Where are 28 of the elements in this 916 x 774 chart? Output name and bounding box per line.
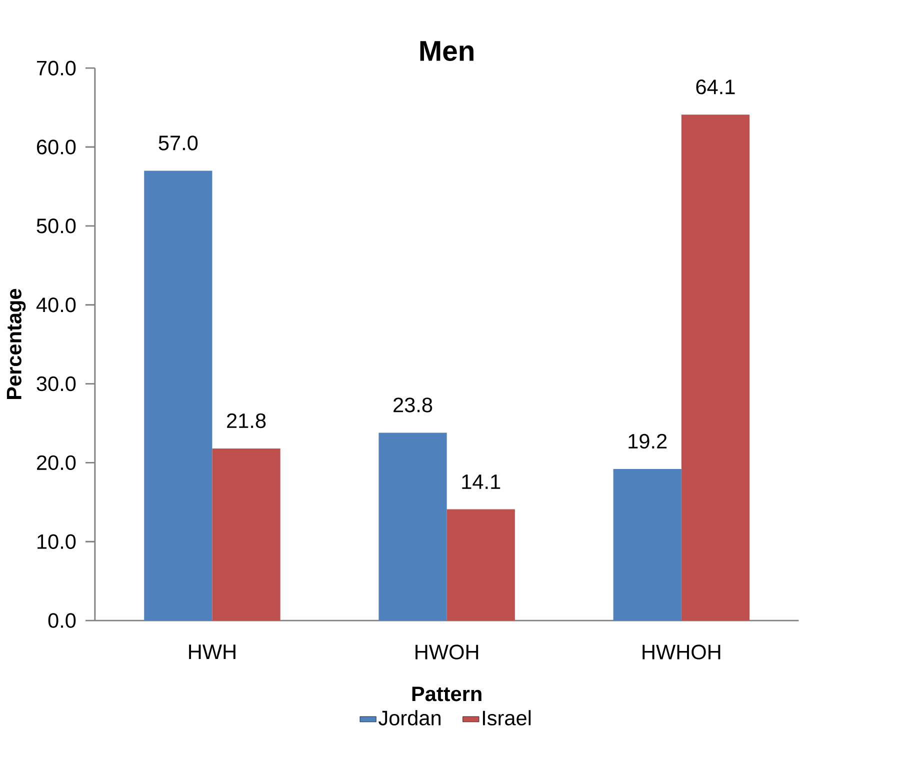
bar — [446, 509, 515, 621]
y-tick-label: 70.0 — [37, 60, 76, 76]
data-label: 19.2 — [628, 434, 667, 449]
y-axis-title: Percentage — [6, 289, 26, 400]
data-label: 64.1 — [696, 80, 735, 94]
chart-title: Men — [420, 41, 474, 62]
legend-label: Israel — [482, 710, 531, 726]
data-label: 14.1 — [462, 474, 500, 489]
bar — [681, 114, 750, 621]
data-label: 23.8 — [394, 398, 432, 412]
x-tick-label: HWOH — [416, 644, 478, 660]
data-label: 57.0 — [158, 136, 198, 150]
y-tick-label: 20.0 — [37, 455, 76, 470]
y-tick-label: 50.0 — [36, 218, 76, 234]
y-tick-label: 60.0 — [37, 140, 76, 154]
legend-label: Jordan — [378, 710, 440, 726]
bar — [144, 170, 212, 621]
y-tick-label: 0.0 — [48, 613, 76, 628]
bar — [378, 432, 447, 621]
y-tick-label: 40.0 — [36, 298, 76, 312]
y-tick-label: 30.0 — [36, 376, 76, 392]
data-label: 21.8 — [227, 413, 266, 428]
bar — [212, 448, 280, 621]
x-axis-title: Pattern — [412, 686, 482, 702]
bar — [613, 469, 682, 621]
y-tick-label: 10.0 — [38, 534, 76, 550]
x-tick-label: HWH — [189, 644, 236, 660]
x-tick-label: HWHOH — [642, 644, 720, 660]
